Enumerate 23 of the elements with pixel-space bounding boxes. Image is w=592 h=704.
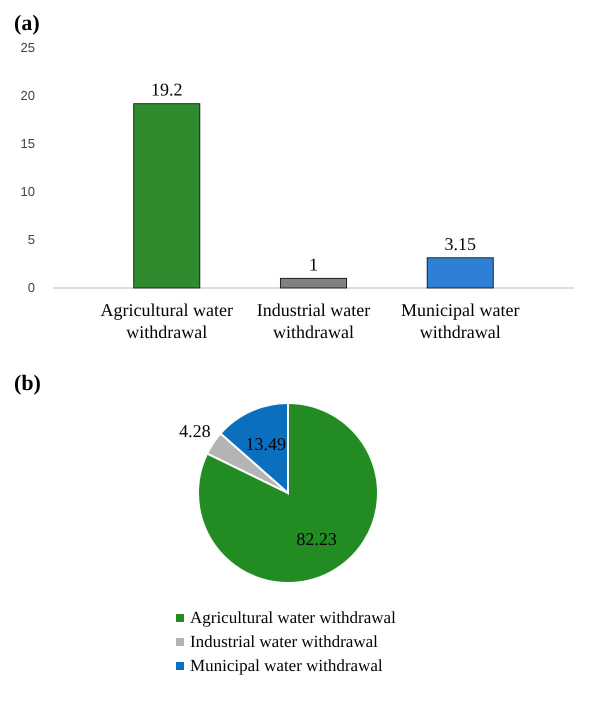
bar [133,103,200,288]
y-tick-label: 25 [20,40,35,55]
legend-label: Municipal water withdrawal [190,656,383,675]
chart-title: (b) [14,370,41,395]
y-tick-label: 5 [28,232,35,247]
data-label: 82.23 [296,528,337,549]
x-tick-label: Agricultural water withdrawal [100,300,233,342]
data-label: 1 [309,254,318,274]
data-label: 19.2 [150,80,182,100]
chart-title: (a) [14,10,40,35]
legend-label: Agricultural water withdrawal [190,608,396,627]
y-tick-label: 20 [20,88,35,103]
y-tick-label: 0 [28,280,35,295]
data-label: 13.49 [246,434,286,454]
bar [280,278,348,288]
y-tick-label: 15 [20,136,35,151]
data-label: 3.15 [444,234,476,254]
x-tick-label: Industrial water withdrawal [256,300,370,342]
bar [426,257,494,288]
legend-label: Industrial water withdrawal [190,632,378,651]
data-label: 4.28 [179,420,211,441]
x-tick-label: Municipal water withdrawal [401,300,520,342]
y-tick-label: 10 [20,184,35,199]
